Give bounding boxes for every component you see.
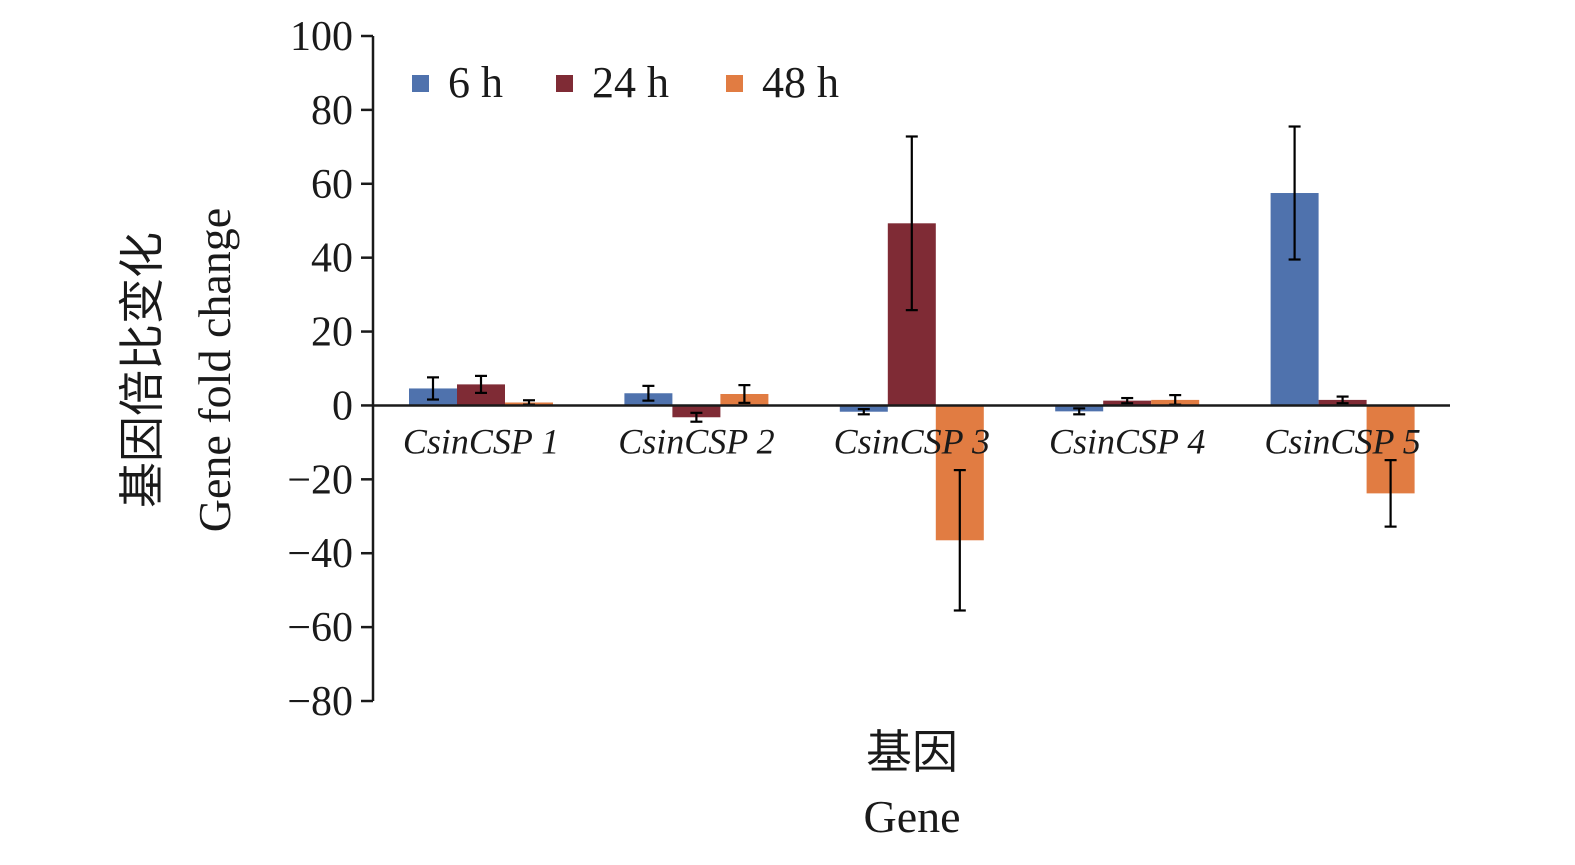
legend-swatch: [726, 75, 743, 92]
legend-swatch: [556, 75, 573, 92]
category-label: CsinCSP 2: [618, 421, 774, 461]
y-tick-label: −80: [287, 679, 353, 725]
y-tick-label: 40: [311, 236, 353, 282]
bar: [457, 384, 505, 406]
y-tick-label: 80: [311, 88, 353, 134]
y-tick-label: −40: [287, 531, 353, 577]
y-tick-label: −20: [287, 457, 353, 503]
y-tick-label: 60: [311, 162, 353, 208]
legend-label: 24 h: [592, 58, 669, 107]
bar: [672, 405, 721, 418]
legend-label: 48 h: [762, 58, 839, 107]
legend: 6 h 24 h 48 h: [412, 58, 839, 107]
y-axis-title-en: Gene fold change: [189, 208, 240, 532]
category-labels: CsinCSP 1 CsinCSP 2 CsinCSP 3 CsinCSP 4 Csin…: [403, 421, 1421, 461]
category-label: CsinCSP 1: [403, 421, 559, 461]
category-label: CsinCSP 5: [1264, 421, 1420, 461]
y-tick-label: 0: [332, 383, 353, 429]
legend-swatch: [412, 75, 429, 92]
y-axis-title-cn: 基因倍比变化: [117, 232, 168, 508]
y-tick-label: 20: [311, 310, 353, 356]
category-label: CsinCSP 4: [1049, 421, 1205, 461]
y-axis: 100 80 60 40 20 0 −20 −40 −60 −80: [287, 14, 375, 725]
y-tick-label: −60: [287, 605, 353, 651]
x-axis-title-cn: 基因: [866, 727, 958, 778]
legend-label: 6 h: [448, 58, 503, 107]
y-tick-label: 100: [290, 14, 353, 60]
category-label: CsinCSP 3: [834, 421, 990, 461]
x-axis-title-en: Gene: [863, 791, 960, 842]
